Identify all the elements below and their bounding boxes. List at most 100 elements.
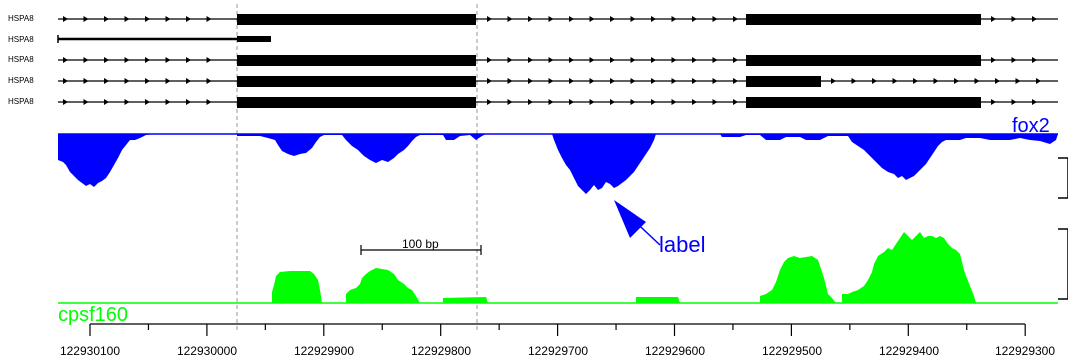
strand-arrow (671, 57, 677, 63)
strand-arrow (1015, 78, 1021, 84)
strand-arrow (104, 16, 109, 22)
strand-arrow (104, 99, 109, 105)
gene-track-label: HSPA8 (8, 97, 34, 106)
strand-arrow (671, 99, 677, 105)
strand-arrow (145, 57, 150, 63)
strand-arrow (1011, 99, 1017, 105)
strand-arrow (589, 16, 595, 22)
strand-arrow (589, 99, 595, 105)
strand-arrow (892, 78, 898, 84)
strand-arrow (589, 78, 595, 84)
strand-arrow (630, 57, 636, 63)
strand-arrow (1032, 99, 1037, 105)
strand-arrow (487, 57, 492, 63)
strand-arrow (548, 16, 554, 22)
strand-arrow (528, 78, 533, 84)
strand-arrow (145, 78, 150, 84)
strand-arrow (548, 57, 554, 63)
strand-arrow (610, 57, 615, 63)
strand-arrow (974, 78, 980, 84)
strand-arrow (991, 16, 996, 22)
strand-arrow (507, 78, 513, 84)
strand-arrow (63, 57, 68, 63)
strand-arrow (630, 16, 636, 22)
strand-arrow (186, 78, 191, 84)
axis-tick-label: 122930100 (59, 344, 121, 358)
strand-arrow (186, 16, 191, 22)
strand-arrow (487, 99, 492, 105)
strand-arrow (124, 99, 130, 105)
strand-arrow (124, 78, 130, 84)
scale-bar (360, 245, 482, 255)
strand-arrow (995, 78, 1000, 84)
strand-arrow (63, 16, 68, 22)
strand-arrow (872, 78, 877, 84)
axis-tick-label: 122929700 (527, 344, 589, 358)
strand-arrow (507, 57, 513, 63)
strand-arrow (1011, 16, 1017, 22)
strand-arrow (124, 16, 130, 22)
strand-arrow (671, 16, 677, 22)
strand-arrow (913, 78, 918, 84)
fox2-range-bracket (1058, 157, 1068, 199)
strand-arrow (206, 57, 212, 63)
gene-track-1 (58, 14, 1058, 25)
strand-arrow (487, 16, 492, 22)
fox2-coverage (58, 134, 1058, 194)
axis-tick-label: 122930000 (176, 344, 238, 358)
strand-arrow (851, 78, 857, 84)
strand-arrow (733, 57, 738, 63)
cpsf160-coverage (272, 232, 976, 303)
strand-arrow (548, 99, 554, 105)
strand-arrow (63, 78, 68, 84)
strand-arrow (733, 99, 738, 105)
strand-arrow (831, 78, 836, 84)
cpsf160-range-bracket (1058, 228, 1068, 300)
axis-tick-label: 122929400 (878, 344, 940, 358)
gene-track-2 (57, 35, 271, 43)
strand-arrow (712, 16, 718, 22)
strand-arrow (692, 78, 697, 84)
strand-arrow (712, 78, 718, 84)
strand-arrow (165, 16, 171, 22)
strand-arrow (83, 99, 89, 105)
strand-arrow (692, 99, 697, 105)
strand-arrow (528, 99, 533, 105)
strand-arrow (712, 57, 718, 63)
strand-arrow (206, 16, 212, 22)
strand-arrow (83, 57, 89, 63)
strand-arrow (186, 57, 191, 63)
strand-arrow (651, 78, 656, 84)
axis-tick-label: 122929300 (994, 344, 1056, 358)
strand-arrow (733, 78, 738, 84)
axis-tick-label: 122929800 (410, 344, 472, 358)
strand-arrow (651, 99, 656, 105)
strand-arrow (104, 57, 109, 63)
strand-arrow (991, 57, 996, 63)
strand-arrow (991, 99, 996, 105)
axis-tick-label: 122929600 (644, 344, 706, 358)
strand-arrow (104, 78, 109, 84)
strand-arrow (83, 78, 89, 84)
strand-arrow (651, 16, 656, 22)
strand-arrow (83, 16, 89, 22)
coordinate-axis (89, 323, 1026, 336)
strand-arrow (589, 57, 595, 63)
scale-bar-label: 100 bp (402, 237, 439, 251)
strand-arrow (733, 16, 738, 22)
strand-arrow (528, 16, 533, 22)
strand-arrow (487, 78, 492, 84)
strand-arrow (145, 99, 150, 105)
strand-arrow (145, 16, 150, 22)
strand-arrow (1032, 16, 1037, 22)
axis-tick-label: 122929900 (293, 344, 355, 358)
fox2-track-name: fox2 (1012, 115, 1050, 137)
strand-arrow (671, 78, 677, 84)
strand-arrow (1036, 78, 1041, 84)
strand-arrow (165, 57, 171, 63)
strand-arrow (507, 16, 513, 22)
annotation-label: label (659, 232, 706, 257)
strand-arrow (610, 78, 615, 84)
